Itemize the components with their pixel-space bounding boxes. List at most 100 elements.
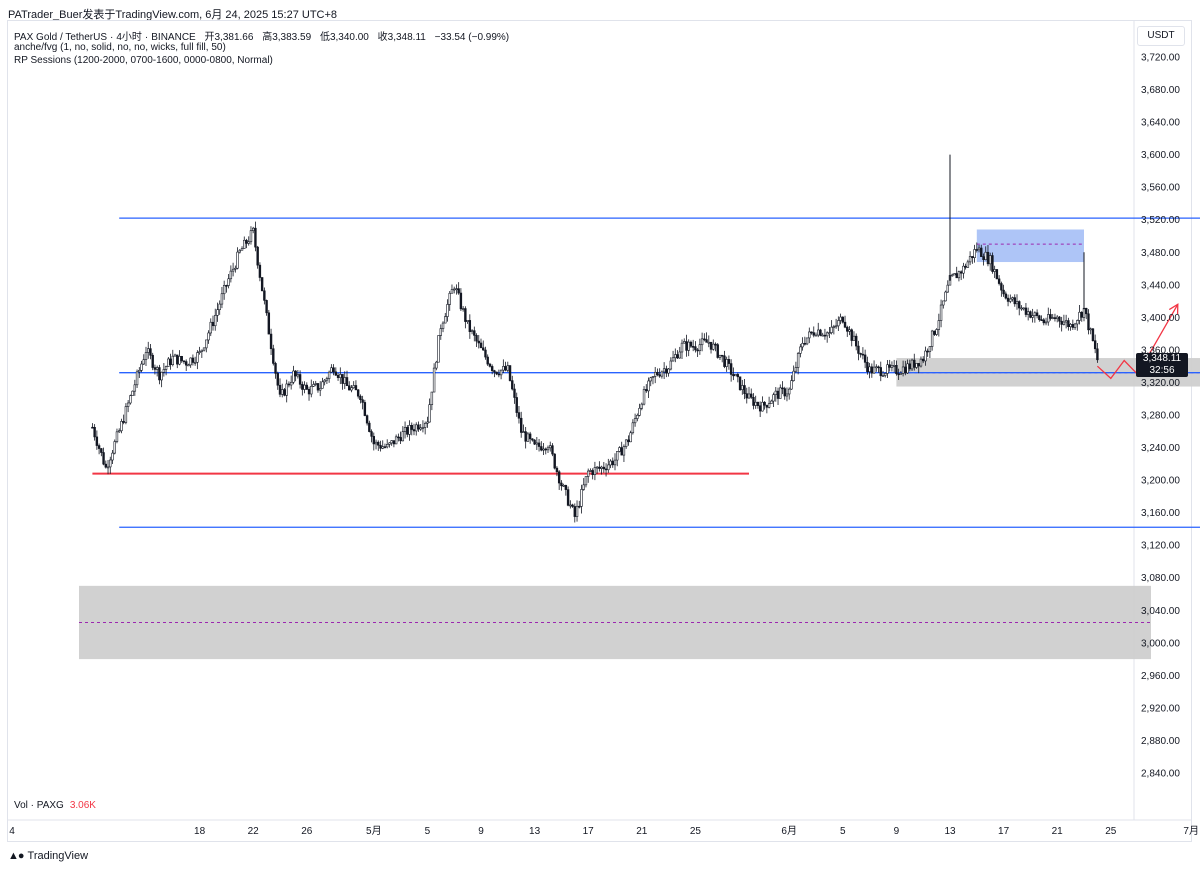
footer-brand[interactable]: ▲● TradingView — [8, 850, 88, 862]
candle-body — [1085, 307, 1088, 315]
candle-body — [756, 401, 760, 406]
price-tick-label: 3,360.00 — [1141, 345, 1180, 356]
candle-body — [549, 445, 552, 449]
candle-body — [924, 350, 927, 362]
candle-body — [272, 348, 275, 364]
candle-body — [151, 354, 154, 368]
volume-value: 3.06K — [69, 800, 96, 811]
candle-body — [298, 374, 302, 385]
candle-body — [624, 439, 628, 447]
candle-body — [575, 505, 579, 517]
zone-layer — [79, 229, 1200, 660]
candle-body — [991, 255, 994, 272]
indicator-fvg-legend[interactable]: anche/fvg (1, no, solid, no, no, wicks, … — [14, 42, 226, 53]
candle-body — [318, 387, 322, 391]
time-tick-label: 21 — [1052, 826, 1064, 837]
time-axis[interactable]: 41822265月59131721256月59131721257月5 — [9, 825, 1200, 837]
candle-body — [243, 239, 246, 249]
candle-body — [698, 344, 702, 351]
candle-body — [129, 395, 132, 404]
candle-body — [439, 328, 442, 336]
price-tick-label: 3,000.00 — [1141, 638, 1180, 649]
candle-body — [997, 278, 1001, 284]
candle-body — [571, 504, 574, 507]
candle-body — [1035, 312, 1039, 317]
candle-body — [410, 424, 413, 430]
candle-body — [1033, 312, 1037, 316]
candle-body — [345, 377, 349, 387]
candle-body — [144, 352, 148, 360]
price-tick-label: 3,120.00 — [1141, 541, 1180, 552]
candle-body — [216, 309, 219, 316]
candle-body — [616, 451, 619, 461]
candle-body — [477, 340, 480, 344]
candle-body — [1011, 297, 1014, 300]
price-tick-label: 3,160.00 — [1141, 508, 1180, 519]
candle-body — [493, 370, 496, 373]
candle-body — [1009, 298, 1012, 302]
candle-body — [870, 366, 874, 374]
candle-body — [289, 381, 293, 386]
price-axis[interactable]: 3,720.00 3,680.00 3,640.00 3,600.00 3,560.00… — [1141, 53, 1180, 780]
projection-path — [1096, 304, 1179, 380]
candle-body — [1000, 283, 1003, 291]
candle-body — [236, 251, 239, 269]
candle-body — [892, 365, 896, 367]
candle-body — [379, 444, 382, 449]
candle-body — [327, 371, 331, 379]
candle-body — [683, 341, 686, 344]
candle-body — [499, 369, 503, 376]
symbol-legend[interactable]: PAX Gold / TetherUS · 4小时 · BINANCE 开3,381.6… — [14, 32, 510, 43]
price-tick-label: 3,400.00 — [1141, 313, 1180, 324]
indicator-sessions-legend[interactable]: RP Sessions (1200-2000, 0700-1600, 0000-… — [14, 55, 273, 66]
candle-body — [875, 366, 878, 369]
candle-body — [524, 431, 527, 442]
candle-body — [705, 339, 708, 343]
candle-body — [484, 349, 487, 358]
currency-button[interactable]: USDT — [1137, 26, 1185, 46]
candle-body — [727, 359, 731, 364]
open-value: 3,381.66 — [214, 32, 254, 43]
candle-body — [260, 277, 264, 292]
candle-body — [412, 429, 416, 432]
candle-body — [758, 405, 762, 412]
candle-body — [359, 395, 362, 401]
candle-body — [781, 387, 784, 390]
candle-body — [689, 341, 693, 347]
time-tick-label: 9 — [478, 826, 484, 837]
candle-body — [118, 430, 121, 433]
candle-body — [113, 441, 116, 454]
candle-body — [348, 385, 351, 391]
symbol-name[interactable]: PAX Gold / TetherUS — [14, 32, 108, 43]
candle-body — [935, 329, 938, 335]
candle-body — [841, 316, 845, 323]
candle-body — [397, 436, 400, 439]
candle-body — [993, 269, 996, 272]
candle-body — [859, 353, 862, 355]
candle-body — [180, 356, 183, 362]
candle-body — [482, 347, 485, 351]
candle-body — [531, 438, 534, 441]
candle-body — [423, 422, 427, 428]
candle-body — [819, 329, 822, 336]
candle-body — [310, 386, 313, 395]
candle-body — [926, 350, 929, 353]
time-tick-label: 5月 — [366, 825, 382, 837]
candle-body — [817, 329, 820, 336]
candle-body — [814, 334, 818, 337]
candle-body — [100, 448, 103, 453]
candle-body — [263, 290, 266, 301]
candle-body — [951, 274, 954, 277]
candle-body — [196, 352, 199, 363]
candle-body — [296, 374, 300, 377]
candle-body — [687, 341, 690, 351]
candle-body — [988, 255, 992, 265]
volume-legend[interactable]: Vol · PAXG 3.06K — [14, 800, 96, 811]
candle-body — [729, 363, 733, 375]
candle-body — [385, 444, 389, 448]
candle-body — [723, 355, 726, 367]
candle-body — [779, 387, 782, 399]
chart-pane[interactable] — [7, 20, 1192, 842]
candle-body — [1022, 307, 1025, 310]
